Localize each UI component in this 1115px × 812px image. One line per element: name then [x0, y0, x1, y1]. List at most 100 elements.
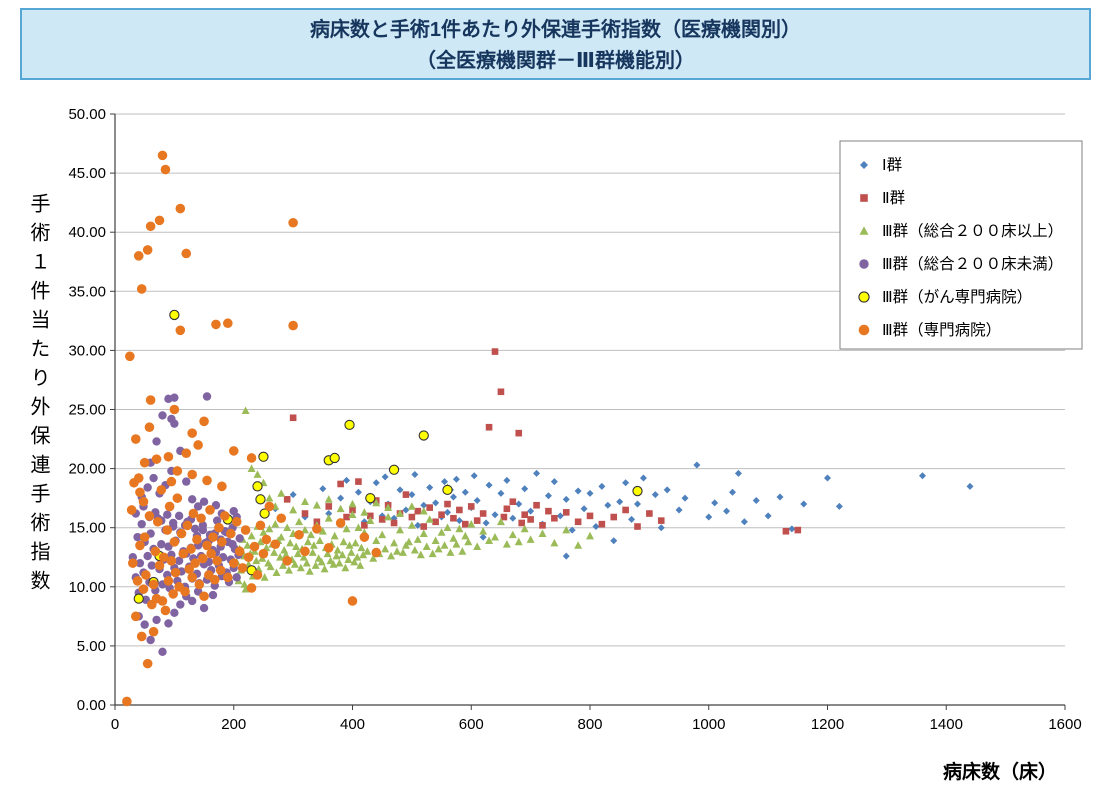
data-point: [187, 596, 197, 606]
data-point: [323, 542, 334, 553]
data-point: [208, 532, 218, 542]
data-point: [657, 517, 665, 524]
data-point: [122, 696, 132, 707]
data-point: [308, 548, 317, 556]
data-point: [199, 416, 209, 427]
data-point: [426, 504, 433, 511]
data-point: [500, 513, 508, 521]
data-point: [160, 605, 171, 616]
data-point: [479, 533, 487, 541]
data-point: [332, 551, 341, 560]
data-point: [526, 535, 535, 543]
data-point: [252, 570, 263, 580]
legend-label: Ⅲ群（がん専門病院）: [882, 287, 1032, 306]
data-point: [438, 511, 445, 518]
data-point: [361, 522, 368, 529]
data-point: [154, 215, 165, 226]
data-point: [256, 537, 265, 546]
data-point: [194, 579, 205, 590]
data-point: [199, 497, 209, 506]
data-point: [152, 437, 161, 446]
data-point: [367, 512, 374, 520]
data-point: [217, 481, 227, 492]
data-point: [289, 491, 297, 499]
data-point: [143, 483, 152, 492]
data-point: [142, 658, 153, 669]
data-point: [639, 474, 647, 482]
y-tick-label: 25.00: [68, 402, 106, 419]
data-point: [164, 619, 173, 628]
scatter-chart: 0.00 5.00 10.00 15.00 20.00 25.00 30.00 35.00 40…: [68, 106, 1083, 733]
data-point: [261, 534, 272, 545]
data-point: [482, 519, 490, 527]
legend-label: Ⅲ群（総合２００床未満）: [882, 255, 1063, 273]
data-point: [574, 541, 583, 549]
data-point: [259, 528, 268, 536]
data-point: [419, 529, 428, 537]
data-point: [443, 523, 452, 532]
data-point: [402, 491, 410, 498]
data-point: [800, 500, 808, 508]
data-point: [359, 532, 370, 542]
chart-title-line2: （全医療機関群－Ⅲ群機能別）: [416, 50, 695, 72]
chart-title-line1: 病床数と手術1件あたり外保連手術指数（医療機関別）: [309, 19, 802, 41]
data-point: [303, 537, 312, 546]
data-point: [265, 493, 274, 502]
data-point: [390, 514, 398, 522]
data-point: [276, 553, 285, 561]
data-point: [206, 548, 216, 559]
data-point: [232, 573, 241, 582]
data-point: [410, 545, 419, 554]
y-axis-title: 手術１件当たり外保連手術指数: [27, 193, 49, 599]
data-point: [387, 551, 396, 560]
data-point: [502, 540, 511, 548]
data-point: [338, 550, 347, 559]
data-point: [176, 600, 185, 609]
data-point: [301, 525, 309, 534]
data-point: [277, 489, 286, 497]
data-point: [420, 501, 428, 509]
data-point: [381, 473, 389, 481]
data-point: [163, 510, 172, 519]
data-point: [180, 586, 190, 597]
data-point: [407, 502, 416, 510]
legend-label: Ⅲ群（総合２００床以上）: [882, 222, 1063, 240]
data-point: [246, 583, 257, 593]
data-point: [341, 563, 350, 572]
data-point: [467, 503, 475, 510]
data-point: [509, 498, 517, 505]
data-point: [533, 469, 541, 477]
data-point: [312, 501, 321, 509]
data-point: [634, 500, 641, 508]
data-point: [693, 461, 701, 469]
data-point: [217, 537, 227, 547]
data-point: [283, 496, 291, 503]
data-point: [199, 591, 209, 602]
data-point: [390, 538, 399, 547]
data-point: [319, 485, 327, 493]
data-point: [305, 567, 314, 575]
x-tick-label: 1000: [692, 716, 725, 733]
data-point: [782, 527, 790, 535]
data-point: [135, 487, 145, 498]
data-point: [158, 552, 169, 563]
data-point: [317, 557, 326, 566]
data-point: [419, 506, 428, 515]
data-point: [444, 508, 451, 516]
data-point: [503, 476, 511, 484]
data-point: [223, 318, 233, 329]
data-point: [243, 541, 252, 549]
data-point: [508, 530, 517, 539]
data-point: [411, 471, 419, 479]
data-point: [497, 489, 505, 497]
data-point: [520, 524, 529, 533]
data-point: [432, 499, 440, 507]
data-point: [325, 503, 333, 510]
data-point: [675, 506, 683, 514]
x-tick-label: 800: [577, 716, 602, 733]
data-point: [384, 503, 393, 511]
data-point: [729, 488, 736, 496]
data-point: [252, 556, 261, 565]
data-point: [705, 513, 713, 521]
data-point: [282, 555, 292, 566]
